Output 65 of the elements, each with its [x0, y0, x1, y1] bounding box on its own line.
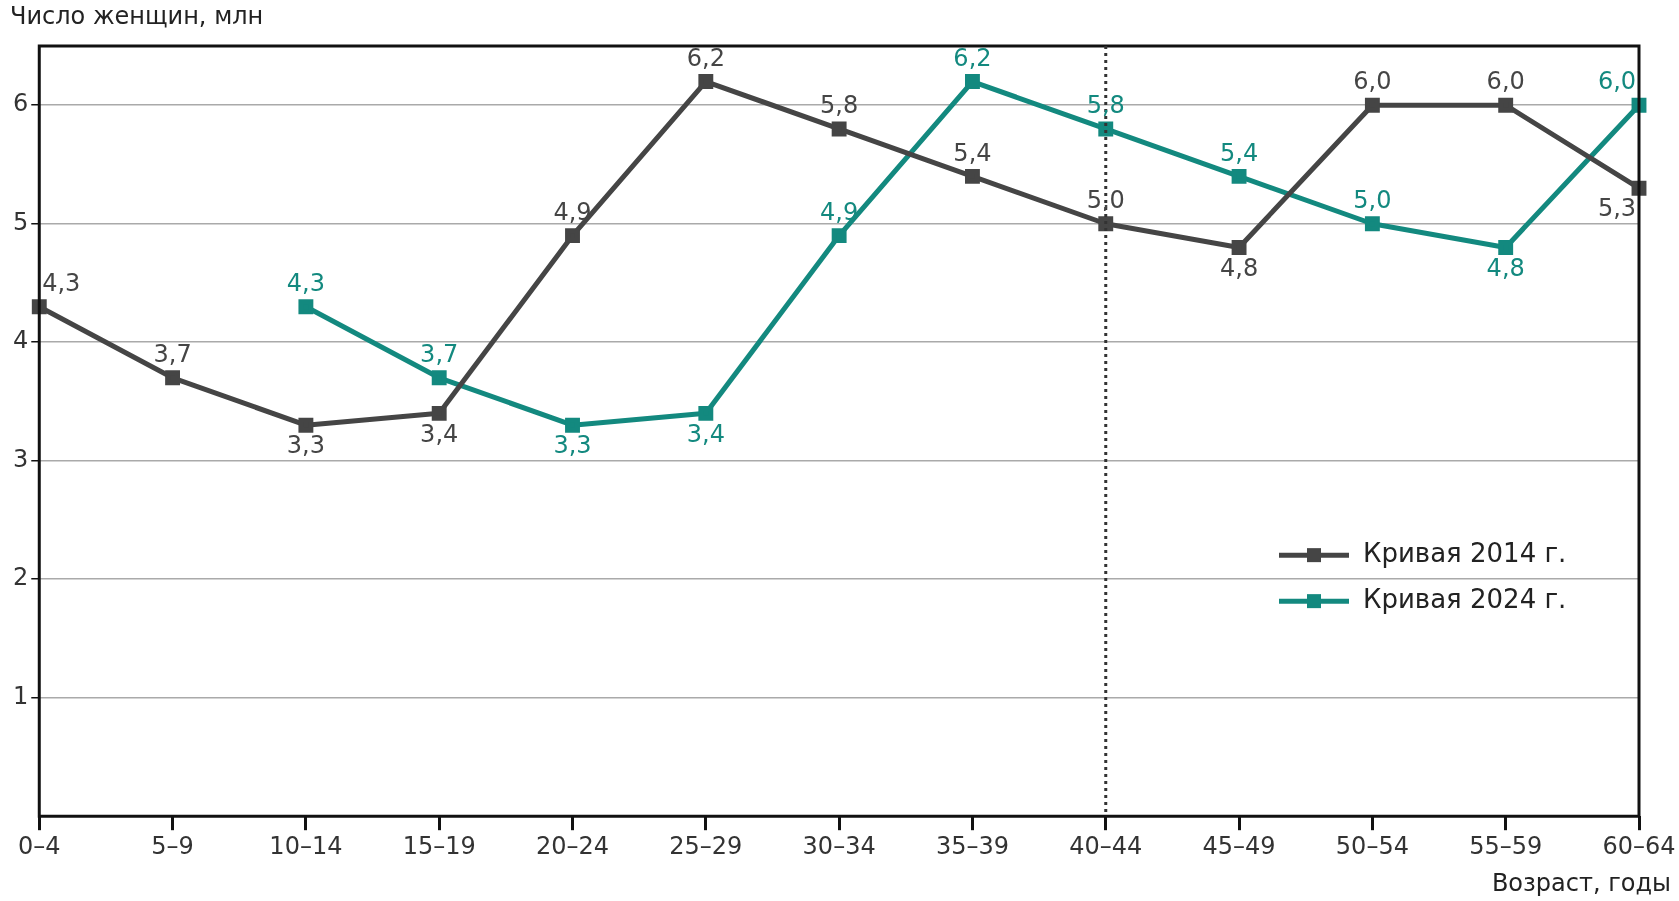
point — [565, 228, 580, 244]
x-tick-label: 10–14 — [269, 831, 343, 860]
point — [965, 74, 980, 89]
point — [1364, 97, 1380, 113]
data-label: 4,3 — [286, 268, 325, 297]
point — [1231, 239, 1247, 255]
point — [698, 74, 714, 89]
point — [1498, 97, 1514, 113]
legend-label: Кривая 2024 г. — [1363, 583, 1567, 614]
x-tick-label: 25–29 — [669, 831, 743, 860]
data-label: 5,4 — [953, 138, 992, 167]
x-tick-label: 35–39 — [935, 831, 1009, 860]
point — [831, 121, 847, 137]
x-tick-label: 20–24 — [535, 831, 610, 860]
x-tick-label: 15–19 — [402, 831, 476, 860]
y-tick-label: 2 — [12, 563, 29, 592]
point — [1231, 168, 1247, 184]
x-tick-label: 45–49 — [1202, 831, 1276, 860]
x-tick-label: 50–54 — [1335, 831, 1409, 860]
data-label: 5,4 — [1219, 138, 1259, 167]
data-label: 4,8 — [1219, 253, 1259, 282]
data-label: 3,4 — [686, 419, 725, 448]
data-label: 3,4 — [420, 419, 459, 448]
data-label: 5,8 — [1086, 91, 1125, 120]
point — [965, 168, 980, 184]
y-tick-label: 4 — [12, 326, 29, 355]
data-label: 6,2 — [686, 43, 725, 72]
y-tick-label: 6 — [12, 89, 29, 118]
point — [1498, 239, 1514, 255]
data-label: 3,3 — [553, 431, 592, 460]
data-label: 3,7 — [420, 340, 459, 369]
data-label: 4,3 — [42, 268, 81, 297]
point — [831, 228, 847, 244]
data-label: 6,0 — [1353, 67, 1392, 96]
x-tick-label: 0–4 — [18, 831, 61, 860]
point — [698, 405, 714, 421]
y-tick-label: 5 — [12, 207, 29, 236]
x-tick-label: 40–44 — [1069, 831, 1143, 860]
x-tick-label: 55–59 — [1469, 831, 1543, 860]
x-tick-label: 30–34 — [802, 831, 876, 860]
x-axis-title: Возраст, годы — [1491, 869, 1671, 898]
point — [165, 370, 181, 386]
data-label: 4,8 — [1486, 253, 1525, 282]
y-tick-label: 3 — [12, 444, 29, 473]
point — [298, 417, 314, 433]
point — [31, 299, 47, 315]
point — [298, 299, 314, 315]
data-label: 5,0 — [1353, 185, 1392, 214]
data-label: 3,3 — [286, 431, 325, 460]
data-label: 6,2 — [953, 43, 992, 72]
point — [565, 417, 580, 433]
data-label: 3,7 — [153, 340, 192, 369]
data-label: 5,8 — [820, 91, 859, 120]
point — [431, 370, 447, 386]
y-axis-title: Число женщин, млн — [10, 2, 264, 31]
point — [431, 405, 447, 421]
data-label: 5,3 — [1597, 194, 1637, 223]
data-label: 6,0 — [1597, 67, 1637, 96]
y-tick-label: 1 — [12, 681, 29, 710]
x-tick-label: 5–9 — [151, 831, 194, 860]
data-label: 6,0 — [1486, 67, 1525, 96]
data-label: 5,0 — [1086, 185, 1125, 214]
x-tick-label: 60–64 — [1602, 831, 1676, 860]
point — [1364, 216, 1380, 232]
legend-label: Кривая 2014 г. — [1363, 537, 1567, 568]
